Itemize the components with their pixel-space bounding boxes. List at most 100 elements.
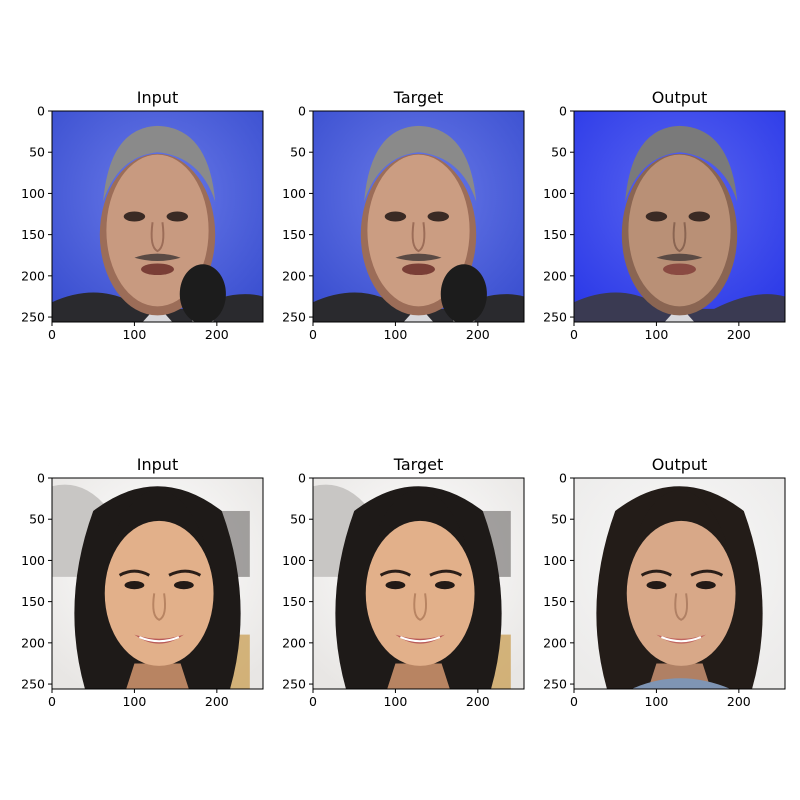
left-eye-shape — [646, 581, 667, 590]
left-eyebrow-shape — [379, 569, 411, 577]
nose-shape — [674, 593, 689, 621]
teeth-shape — [399, 636, 441, 643]
x-tick-label: 0 — [570, 327, 578, 342]
face-shape — [626, 520, 736, 666]
head-shape — [367, 154, 470, 307]
teeth-shape — [660, 636, 702, 643]
y-tick-label: 100 — [543, 553, 567, 568]
subplot-title: Target — [393, 455, 444, 474]
x-tick-label: 0 — [48, 327, 56, 342]
y-tick-label: 200 — [21, 635, 45, 650]
hair-shape — [364, 125, 477, 202]
y-tick-label: 50 — [551, 512, 567, 527]
x-tick-label: 200 — [466, 327, 490, 342]
y-tick-label: 200 — [543, 635, 567, 650]
y-tick-label: 200 — [21, 268, 45, 283]
y-tick-label: 150 — [21, 594, 45, 609]
right-eye-shape — [427, 211, 449, 222]
image-panel — [574, 111, 785, 322]
x-tick-label: 200 — [205, 327, 229, 342]
mustache-shape — [656, 253, 703, 262]
right-eye-shape — [434, 581, 455, 590]
mouth-shape — [663, 263, 696, 276]
y-tick-label: 150 — [21, 227, 45, 242]
y-tick-label: 200 — [282, 635, 306, 650]
teeth-shape — [138, 636, 180, 643]
nose-shape — [413, 593, 428, 621]
y-tick-label: 250 — [21, 677, 45, 692]
x-tick-label: 100 — [644, 327, 668, 342]
y-tick-label: 150 — [543, 227, 567, 242]
y-tick-label: 100 — [21, 553, 45, 568]
mustache-shape — [134, 253, 181, 262]
mouth-shape — [656, 634, 706, 644]
y-tick-label: 100 — [282, 553, 306, 568]
y-tick-label: 50 — [29, 512, 45, 527]
mouth-shape — [395, 634, 445, 644]
axes-frame — [573, 477, 786, 690]
axes-frame — [51, 477, 264, 690]
x-tick-label: 100 — [383, 327, 407, 342]
subplot-title: Output — [652, 455, 708, 474]
y-tick-label: 250 — [282, 310, 306, 325]
right-eyebrow-shape — [168, 569, 202, 577]
y-tick-label: 100 — [282, 186, 306, 201]
suit-shape — [574, 292, 785, 322]
y-tick-label: 0 — [37, 471, 45, 486]
neck-shape — [126, 663, 189, 689]
neck-shape — [387, 663, 450, 689]
subplot-1: Input 0 100 200 0 50 100 150 200 250 — [21, 88, 264, 342]
left-eye-shape — [123, 211, 146, 222]
y-tick-label: 250 — [21, 310, 45, 325]
x-tick-label: 100 — [122, 327, 146, 342]
mouth-shape — [134, 634, 184, 644]
axes-frame — [573, 110, 786, 323]
y-tick-label: 150 — [543, 594, 567, 609]
face-shape — [365, 520, 475, 666]
nose-shape — [672, 222, 687, 253]
bangs-shape — [365, 489, 475, 577]
y-tick-label: 200 — [282, 268, 306, 283]
y-tick-label: 0 — [37, 104, 45, 119]
y-tick-label: 100 — [543, 186, 567, 201]
mouth-shape — [141, 263, 174, 276]
right-eyebrow-shape — [690, 569, 724, 577]
y-tick-label: 100 — [21, 186, 45, 201]
x-tick-label: 0 — [309, 694, 317, 709]
axes-frame — [51, 110, 264, 323]
nose-shape — [411, 222, 426, 253]
x-tick-label: 200 — [205, 694, 229, 709]
subplot-4: Input 0 100 200 0 50 100 150 200 250 — [21, 455, 264, 709]
x-tick-label: 100 — [644, 694, 668, 709]
image-panel — [52, 111, 263, 322]
right-eye-shape — [166, 211, 188, 222]
y-tick-label: 150 — [282, 227, 306, 242]
subplot-title: Input — [137, 88, 178, 107]
mustache-shape — [395, 253, 442, 262]
right-eye-shape — [695, 581, 716, 590]
y-tick-label: 50 — [290, 512, 306, 527]
head-shape — [628, 154, 731, 307]
nose-shape — [150, 222, 165, 253]
subplot-title: Input — [137, 455, 178, 474]
image-panel — [313, 111, 524, 322]
y-tick-label: 50 — [29, 145, 45, 160]
hair-shape — [103, 125, 216, 202]
y-tick-label: 0 — [298, 471, 306, 486]
face-shape — [104, 520, 214, 666]
right-eyebrow-shape — [429, 569, 463, 577]
image-panel — [574, 478, 785, 689]
bangs-shape — [626, 489, 736, 577]
subplot-title: Output — [652, 88, 708, 107]
microphone-shape — [440, 264, 487, 322]
left-eyebrow-shape — [640, 569, 672, 577]
x-tick-label: 0 — [570, 694, 578, 709]
left-eye-shape — [384, 211, 407, 222]
left-eyebrow-shape — [118, 569, 150, 577]
y-tick-label: 50 — [551, 145, 567, 160]
right-eye-shape — [173, 581, 194, 590]
right-eye-shape — [688, 211, 710, 222]
hair-shape — [625, 125, 738, 202]
y-tick-label: 0 — [559, 104, 567, 119]
